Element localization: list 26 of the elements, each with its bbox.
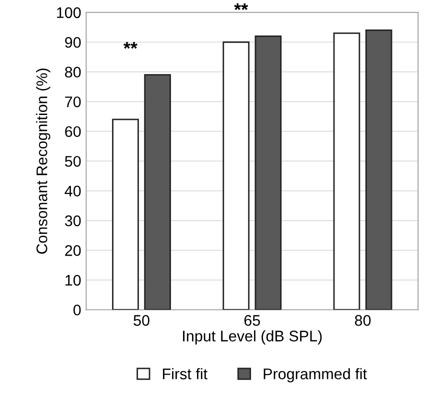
x-tick-label: 80 <box>354 315 371 326</box>
y-tick-label: 0 <box>73 304 81 316</box>
bar <box>112 118 139 310</box>
bar <box>144 74 171 310</box>
x-tick-label: 50 <box>134 315 150 326</box>
y-tick-label: 30 <box>64 215 81 226</box>
bar <box>222 41 250 310</box>
y-tick-label: 20 <box>65 245 81 256</box>
y-axis-title: Consonant Recognition (%) <box>36 68 50 254</box>
y-tick-label: 70 <box>65 96 81 108</box>
annotation: ** <box>123 42 138 49</box>
y-tick-label: 60 <box>65 126 81 138</box>
y-tick-label: 40 <box>64 186 81 196</box>
y-tick-label: 90 <box>65 36 81 48</box>
text: ** <box>234 3 248 10</box>
bar <box>254 35 282 310</box>
y-tick-label: 50 <box>64 156 81 167</box>
bar <box>365 30 392 310</box>
bar <box>333 32 360 310</box>
legend-label: Programmed fit <box>264 368 367 382</box>
x-tick-label: 65 <box>244 315 260 326</box>
y-tick-label: 10 <box>66 274 81 286</box>
y-tick-label: 100 <box>57 7 81 18</box>
legend-label: First fit <box>162 368 208 380</box>
x-axis-title: Input Level (dB SPL) <box>183 330 322 344</box>
y-tick-label: 80 <box>65 66 81 78</box>
